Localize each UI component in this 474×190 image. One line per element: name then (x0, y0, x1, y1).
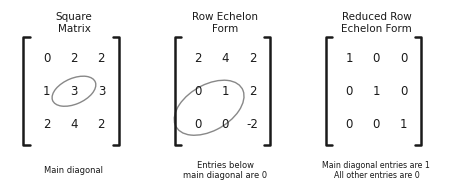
Text: 4: 4 (70, 118, 78, 131)
Text: 2: 2 (43, 118, 50, 131)
Text: Main diagonal: Main diagonal (45, 166, 103, 175)
Text: 0: 0 (400, 85, 408, 98)
Text: 1: 1 (43, 85, 50, 98)
Text: 3: 3 (98, 85, 105, 98)
Text: 0: 0 (194, 118, 201, 131)
Text: 2: 2 (249, 52, 256, 65)
Text: 0: 0 (346, 118, 353, 131)
Text: 0: 0 (373, 118, 380, 131)
Text: 2: 2 (249, 85, 256, 98)
Text: 2: 2 (194, 52, 201, 65)
Text: 1: 1 (221, 85, 229, 98)
Text: 3: 3 (70, 85, 78, 98)
Text: Main diagonal entries are 1
All other entries are 0: Main diagonal entries are 1 All other en… (322, 161, 430, 180)
Text: Row Echelon
Form: Row Echelon Form (192, 12, 258, 34)
Text: 0: 0 (221, 118, 229, 131)
Text: 0: 0 (346, 85, 353, 98)
Text: 0: 0 (194, 85, 201, 98)
Text: 0: 0 (43, 52, 50, 65)
Text: 4: 4 (221, 52, 229, 65)
Text: 2: 2 (98, 52, 105, 65)
Text: -2: -2 (246, 118, 258, 131)
Text: 0: 0 (400, 52, 408, 65)
Text: Entries below
main diagonal are 0: Entries below main diagonal are 0 (183, 161, 267, 180)
Text: 1: 1 (345, 52, 353, 65)
Text: 1: 1 (400, 118, 408, 131)
Text: Reduced Row
Echelon Form: Reduced Row Echelon Form (341, 12, 412, 34)
Text: 1: 1 (373, 85, 380, 98)
Text: 0: 0 (373, 52, 380, 65)
Text: 2: 2 (70, 52, 78, 65)
Text: 2: 2 (98, 118, 105, 131)
Text: Square
Matrix: Square Matrix (55, 12, 92, 34)
